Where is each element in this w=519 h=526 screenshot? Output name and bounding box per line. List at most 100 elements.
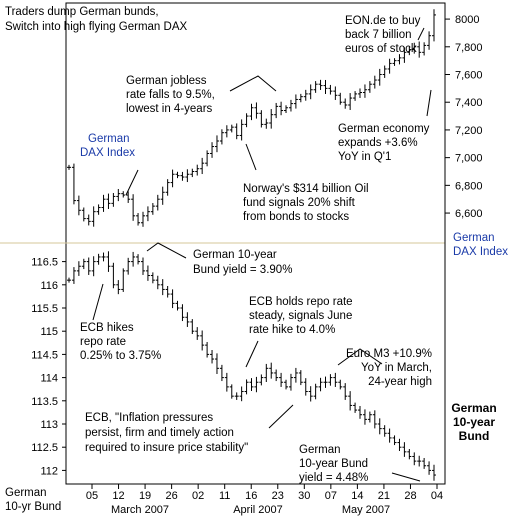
dax-price-bar [358, 88, 363, 98]
bund-price-bar [353, 402, 358, 413]
month-label-march: March 2007 [111, 504, 169, 516]
dax-price-bar [422, 42, 427, 56]
dax-price-bar [348, 93, 353, 110]
annotation-m3-line3: 24-year high [368, 376, 432, 388]
x-tick-label: 07 [325, 490, 337, 502]
annotation-ecb-hike-line2: repo rate [80, 336, 126, 348]
x-tick-label: 19 [139, 490, 151, 502]
bund-price-bar [254, 376, 259, 393]
dax-price-bar [185, 169, 190, 183]
annotation-economy-line1: German economy [338, 123, 430, 135]
annotation-economy-pointer [426, 89, 432, 117]
dax-tick-label: 6,800 [455, 180, 483, 192]
annotation-ecb-hold-line1: ECB holds repo rate [249, 296, 353, 308]
bund-price-bar [195, 327, 200, 340]
annotation-m3-line2: YoY in March, [361, 362, 432, 374]
bund-axis-label-line1: German [5, 487, 47, 499]
dax-price-bar [175, 171, 180, 179]
annotation-bund-yield-line1: German 10-year [193, 249, 277, 261]
dax-price-bar [170, 169, 175, 188]
bund-tick-label: 116 [40, 280, 58, 292]
annotation-eon-pointer [417, 27, 425, 41]
dax-bar-group [67, 9, 436, 227]
bund-price-bar [303, 378, 308, 396]
dax-price-bar [76, 195, 81, 216]
annotation-m3-pointer [337, 348, 383, 366]
dax-price-bar [288, 99, 293, 112]
bund-price-bar [185, 312, 190, 327]
bund-price-bar [298, 370, 303, 386]
bund-price-bar [136, 254, 141, 265]
dax-tick-label: 7,600 [455, 70, 483, 82]
bund-tick-label: 113 [40, 419, 58, 431]
bund-price-bar [269, 362, 274, 379]
dax-price-bar [244, 113, 249, 128]
bund-tick-label: 116.5 [31, 257, 58, 269]
dax-price-bar [150, 203, 155, 215]
bund-price-bar [412, 452, 417, 466]
x-tick-label: 05 [86, 490, 98, 502]
bund-price-bar [343, 383, 348, 400]
annotation-inflation-line3: required to insure price stability" [85, 442, 248, 454]
bund-price-bar [76, 261, 81, 276]
dax-price-bar [274, 102, 279, 119]
bund-price-bar [190, 319, 195, 335]
annotation-inflation-line2: persist, firm and timely action [85, 427, 234, 439]
annotation-jobless-pointer [229, 75, 277, 92]
bund-price-bar [229, 384, 234, 399]
bund-price-bar [432, 464, 436, 481]
dax-price-bar [195, 164, 200, 176]
dax-price-bar [67, 164, 71, 170]
bund-price-bar [427, 461, 432, 475]
annotation-m3-line1: Euro M3 +10.9% [346, 348, 432, 360]
dax-price-bar [101, 194, 106, 212]
dax-price-bar [210, 142, 215, 158]
bund-price-bar [402, 442, 407, 457]
dax-price-bar [333, 86, 338, 100]
dax-price-bar [160, 186, 165, 205]
dax-price-bar [106, 193, 111, 209]
bund-price-bar [91, 256, 96, 277]
bund-tick-label: 115 [40, 326, 58, 338]
annotation-economy-line3: YoY in Q'1 [338, 151, 391, 163]
dax-tick-label: 6,600 [455, 208, 483, 220]
annotation-final-yield-line2: 10-year Bund [299, 458, 368, 470]
annotation-ecb-hold-line3: rate hike to 4.0% [249, 324, 335, 336]
dax-price-bar [259, 110, 264, 128]
x-tick-label: 21 [378, 490, 390, 502]
dax-price-bar [308, 84, 313, 100]
dax-price-bar [190, 168, 195, 178]
annotation-jobless-line2: rate falls to 9.5%, [126, 89, 215, 101]
bund-price-bar [224, 372, 229, 392]
annotation-norway-line2: fund signals 20% shift [243, 197, 356, 209]
dax-price-bar [338, 92, 343, 105]
dax-price-bar [279, 101, 284, 116]
bund-price-bar [417, 455, 422, 467]
bund-price-bar [86, 257, 91, 275]
dax-price-bar [407, 46, 412, 56]
dax-price-bar [293, 94, 298, 109]
bund-price-bar [234, 392, 239, 400]
bund-price-bar [274, 369, 279, 382]
bund-price-bar [121, 268, 126, 292]
bund-tick-label: 113.5 [31, 396, 58, 408]
bund-price-bar [81, 258, 86, 270]
bund-price-bar [116, 280, 121, 295]
dax-price-bar [362, 84, 367, 98]
x-tick-label: 26 [165, 490, 177, 502]
bund-price-bar [377, 418, 382, 435]
bund-price-bar [205, 341, 210, 358]
bund-price-bar [150, 272, 155, 284]
dax-price-bar [377, 68, 382, 86]
dax-label-pointer [125, 169, 139, 196]
bund-price-bar [210, 349, 215, 364]
dax-price-bar [140, 211, 145, 227]
dax-tick-label: 7,400 [455, 97, 483, 109]
annotation-jobless-line3: lowest in 4-years [126, 103, 213, 115]
dax-price-bar [432, 9, 436, 42]
annotation-eon-line3: euros of stock [345, 43, 417, 55]
bund-price-bar [387, 428, 392, 443]
dax-price-bar [249, 103, 254, 121]
annotation-economy-line2: expands +3.6% [338, 137, 418, 149]
